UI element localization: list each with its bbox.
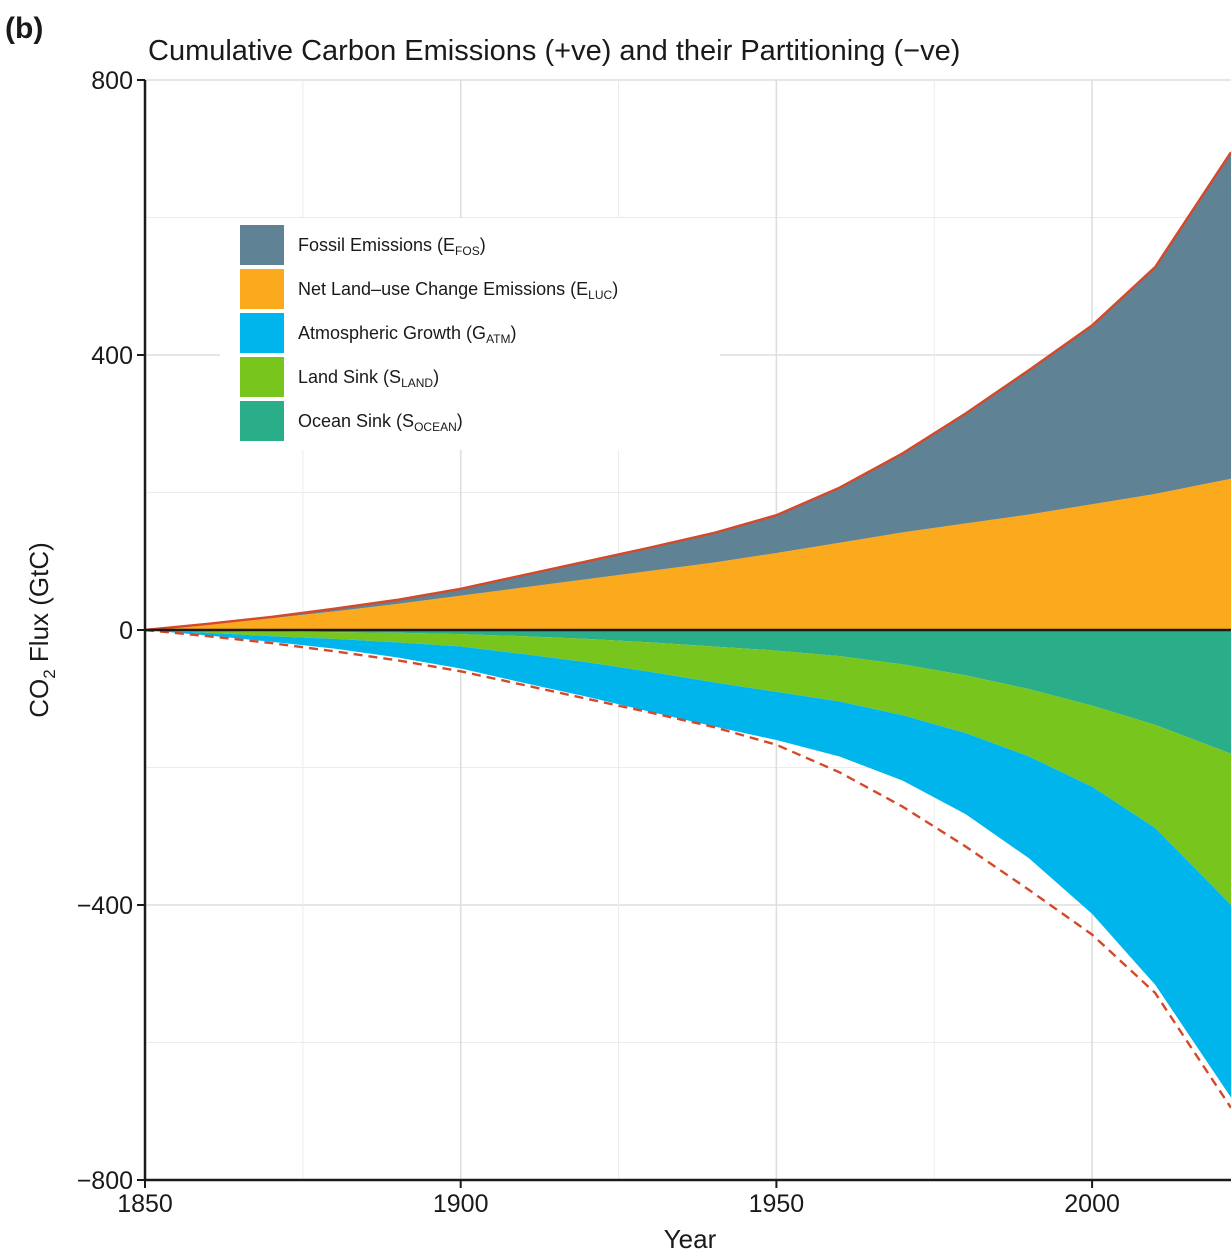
- x-tick-label: 1950: [749, 1190, 805, 1218]
- area-land: [145, 630, 1231, 905]
- legend-label: Atmospheric Growth (GATM): [298, 323, 517, 346]
- y-tick-label: 400: [91, 342, 133, 370]
- y-axis-title: CO2 Flux (GtC): [24, 542, 59, 718]
- area-fos: [145, 152, 1231, 630]
- legend-background: [220, 218, 720, 450]
- x-tick-label: 2000: [1064, 1190, 1120, 1218]
- y-axis-title-main: CO: [24, 679, 54, 718]
- stacked-areas: [145, 152, 1231, 1098]
- total-lines: [144, 151, 1231, 1109]
- x-axis-ticks: 1850 1900 1950 2000: [117, 1180, 1120, 1218]
- x-tick-label: 1900: [433, 1190, 489, 1218]
- legend: Fossil Emissions (EFOS) Net Land–use Chan…: [220, 218, 720, 450]
- y-tick-label: −800: [77, 1167, 133, 1195]
- total-emissions-line: [144, 151, 1231, 632]
- legend-swatch: [240, 313, 284, 353]
- y-tick-label: −400: [77, 892, 133, 920]
- legend-swatch: [240, 269, 284, 309]
- chart-title: Cumulative Carbon Emissions (+ve) and th…: [148, 35, 960, 67]
- x-axis-title: Year: [664, 1224, 717, 1252]
- y-axis-title-suffix: Flux (GtC): [24, 542, 54, 669]
- legend-label: Land Sink (SLAND): [298, 367, 439, 390]
- area-luc: [145, 478, 1231, 630]
- panel-label: (b): [5, 12, 43, 45]
- y-tick-label: 0: [119, 617, 133, 645]
- legend-swatch: [240, 225, 284, 265]
- legend-label: Net Land–use Change Emissions (ELUC): [298, 279, 618, 302]
- area-ocean: [145, 630, 1231, 754]
- legend-swatch: [240, 401, 284, 441]
- legend-label: Ocean Sink (SOCEAN): [298, 411, 463, 434]
- x-tick-label: 1850: [117, 1190, 173, 1218]
- legend-swatch: [240, 357, 284, 397]
- y-axis-title-sub: 2: [40, 669, 59, 678]
- legend-label: Fossil Emissions (EFOS): [298, 235, 486, 258]
- y-axis-ticks: −800 −400 0 400 800: [77, 67, 145, 1195]
- total-emissions-mirror-line: [144, 628, 1231, 1109]
- area-atm: [145, 630, 1231, 1098]
- y-tick-label: 800: [91, 67, 133, 95]
